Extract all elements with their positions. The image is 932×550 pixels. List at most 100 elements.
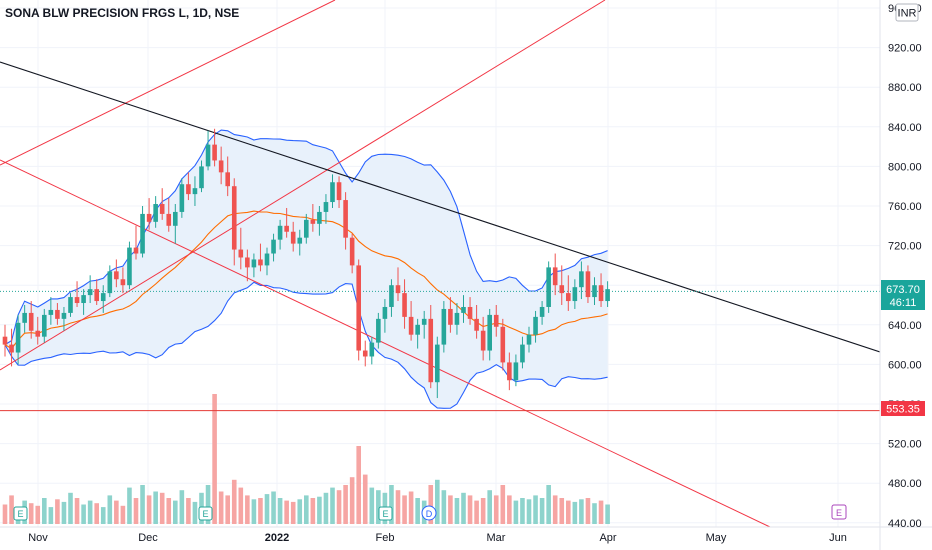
candle-body: [9, 344, 14, 353]
candle-body: [323, 202, 329, 212]
volume-bar: [258, 498, 263, 524]
support-price-label: 553.35: [881, 401, 925, 416]
candle-body: [435, 344, 440, 383]
price-axis[interactable]: 960.00920.00880.00840.00800.00760.00720.…: [888, 3, 922, 530]
volume-bar: [579, 499, 584, 524]
time-axis[interactable]: Nov Dec 2022 Feb Mar Apr May Jun: [28, 532, 847, 544]
candle: [48, 297, 54, 325]
svg-text:D: D: [426, 509, 433, 519]
candle: [552, 253, 558, 296]
candle-body: [120, 279, 126, 286]
dividend-marker[interactable]: D: [421, 505, 437, 521]
earnings-marker[interactable]: E: [13, 506, 28, 521]
red-channel-line-lower[interactable]: [0, 159, 771, 527]
volume-bar: [539, 498, 545, 524]
candle: [343, 192, 348, 250]
volume-bar: [120, 505, 126, 524]
volume-bar: [415, 498, 420, 524]
candle-body: [408, 316, 414, 335]
candle: [9, 328, 14, 367]
candle: [159, 188, 165, 220]
earnings-marker[interactable]: E: [378, 506, 393, 521]
candle: [500, 318, 506, 371]
candle: [533, 310, 538, 343]
candle-body: [402, 293, 407, 317]
volume-bar: [559, 498, 565, 524]
candle-body: [166, 213, 172, 226]
candle-body: [448, 308, 453, 325]
candle-body: [428, 318, 434, 383]
candle: [199, 160, 204, 193]
red-channel-line-upper[interactable]: [0, 0, 606, 371]
volume-bar: [592, 503, 597, 524]
candle: [408, 301, 414, 341]
candle: [598, 273, 604, 307]
candle-body: [592, 285, 597, 298]
volume-bar: [146, 495, 152, 524]
y-tick-label: 840.00: [888, 122, 922, 134]
volume-bar: [493, 495, 499, 524]
black-trendline[interactable]: [0, 61, 880, 353]
candle: [559, 265, 565, 305]
candle: [166, 198, 172, 232]
candle: [74, 281, 80, 307]
candle-body: [461, 306, 466, 313]
candle-body: [42, 314, 47, 337]
volume-bar: [487, 490, 492, 524]
volume-bar: [480, 498, 486, 524]
y-tick-label: 800.00: [888, 161, 922, 173]
volume-bar: [507, 495, 512, 524]
candle: [441, 301, 447, 353]
candle: [179, 178, 185, 218]
volume-bar: [277, 498, 283, 524]
candle: [461, 295, 466, 323]
volume-bar: [42, 498, 47, 524]
candle-body: [28, 312, 34, 331]
volume-bar: [362, 474, 368, 524]
candle: [277, 219, 283, 250]
x-tick-label: Apr: [599, 532, 616, 544]
candle-body: [310, 219, 316, 224]
bar-countdown: 46:11: [890, 297, 917, 309]
volume-bar: [376, 490, 381, 524]
candle: [15, 314, 21, 365]
candle-body: [159, 204, 165, 214]
red-channel-line-mid[interactable]: [0, 0, 336, 166]
candle: [474, 305, 479, 339]
currency-button[interactable]: INR: [895, 3, 919, 22]
candle-body: [585, 271, 591, 298]
y-tick-label: 720.00: [888, 241, 922, 253]
volume-bar: [343, 485, 348, 524]
candle-body: [94, 289, 99, 302]
volume-bar: [402, 495, 407, 524]
volume-bar: [192, 501, 198, 524]
candle-body: [336, 182, 342, 201]
candle: [317, 206, 322, 236]
volume-bar: [107, 495, 113, 524]
volume-bar: [9, 495, 14, 524]
volume-bar: [100, 507, 106, 524]
volume-bar: [114, 500, 119, 524]
volume-bar: [520, 498, 525, 524]
candle: [153, 196, 158, 228]
candle: [284, 207, 289, 238]
candle-body: [258, 259, 263, 266]
candle: [369, 336, 375, 365]
volume-bar: [336, 490, 342, 524]
volume-bar: [186, 498, 191, 524]
chart-title: SONA BLW PRECISION FRGS L, 1D, NSE: [5, 6, 239, 20]
bollinger-band-fill: [5, 130, 608, 409]
future-earnings-marker[interactable]: E: [831, 504, 847, 520]
earnings-marker[interactable]: E: [198, 506, 213, 521]
volume-bar: [408, 491, 414, 524]
candle: [592, 277, 597, 305]
candle: [546, 261, 551, 313]
candle: [389, 279, 394, 317]
candle-body: [421, 318, 427, 325]
candle-body: [74, 297, 80, 304]
y-tick-label: 480.00: [888, 478, 922, 490]
candle-body: [173, 211, 178, 226]
candle-body: [264, 253, 270, 266]
candle-body: [441, 308, 447, 345]
